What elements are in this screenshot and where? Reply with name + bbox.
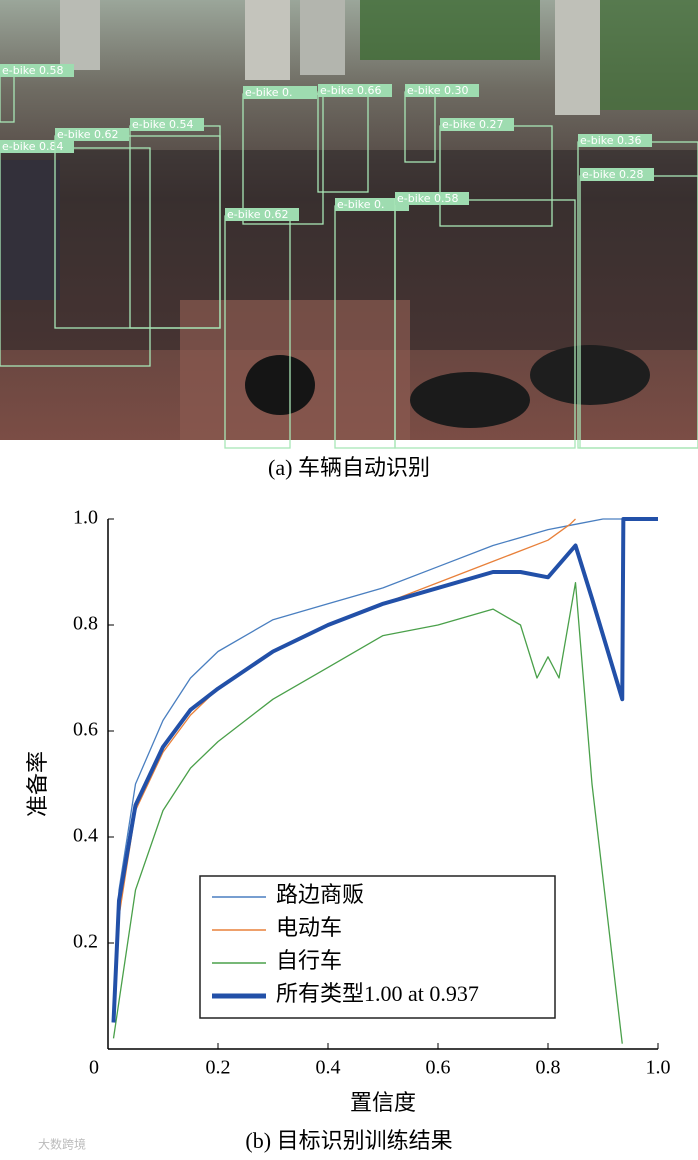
y-tick-label: 0.2 — [73, 931, 98, 953]
chart-caption: (b) 目标识别训练结果 — [245, 1128, 452, 1153]
detection-label-bg — [318, 84, 392, 97]
photo — [0, 0, 698, 440]
detection-label: e-bike 0. — [245, 86, 293, 99]
detection-box — [0, 147, 151, 367]
detection-label-bg — [225, 208, 299, 221]
y-tick-label: 0.6 — [73, 719, 98, 741]
legend-label: 电动车 — [276, 915, 342, 940]
x-tick-label: 0.4 — [316, 1057, 341, 1079]
y-tick-label: 0.4 — [73, 825, 98, 847]
series-line — [112, 518, 658, 1023]
detection-label: e-bike 0.66 — [320, 84, 382, 97]
legend-label: 所有类型1.00 at 0.937 — [276, 981, 479, 1006]
detection-label-bg — [335, 198, 409, 211]
x-tick-label: 1.0 — [646, 1057, 671, 1079]
legend-label: 自行车 — [276, 948, 342, 973]
detection-label-bg — [578, 134, 652, 147]
detection-label: e-bike 0.58 — [397, 192, 459, 205]
detection-label-bg — [0, 64, 74, 77]
watermark: 大数跨境 — [38, 1137, 86, 1152]
y-axis-label: 准备率 — [25, 751, 50, 817]
detection-label-bg — [440, 118, 514, 131]
detection-label: e-bike 0.28 — [582, 168, 644, 181]
detection-label: e-bike 0.27 — [442, 118, 504, 131]
detection-label: e-bike 0.84 — [2, 140, 64, 153]
series-line — [112, 581, 623, 1044]
legend-label: 路边商贩 — [276, 882, 364, 907]
detection-label: e-bike 0.36 — [580, 134, 642, 147]
photo-caption: (a) 车辆自动识别 — [268, 455, 430, 480]
detection-label-bg — [130, 118, 204, 131]
x-tick-label: 0.2 — [206, 1057, 231, 1079]
detection-label: e-bike 0.62 — [227, 208, 289, 221]
detection-boxes: e-bike 0.58e-bike 0.84e-bike 0.62e-bike … — [0, 64, 698, 449]
detection-label-bg — [580, 168, 654, 181]
detection-label: e-bike 0. — [337, 198, 385, 211]
chart: 0 0.2 0.4 0.6 0.8 1.0 0.2 0.4 0.6 0.8 1.0 置信度 准备率路边商… — [25, 507, 670, 1115]
detection-label-bg — [405, 84, 479, 97]
series-line — [111, 517, 658, 1023]
detection-label-bg — [55, 128, 129, 141]
detection-label-bg — [395, 192, 469, 205]
x-tick-label: 0 — [89, 1057, 99, 1079]
y-tick-label: 0.8 — [73, 613, 98, 635]
y-tick-label: 1.0 — [73, 507, 98, 529]
detection-label-bg — [243, 86, 317, 99]
detection-label: e-bike 0.54 — [132, 118, 194, 131]
detection-box — [394, 199, 576, 449]
detection-label: e-bike 0.62 — [57, 128, 119, 141]
x-axis-label: 置信度 — [350, 1090, 416, 1115]
x-tick-label: 0.6 — [426, 1057, 451, 1079]
detection-label: e-bike 0.30 — [407, 84, 469, 97]
x-tick-label: 0.8 — [536, 1057, 561, 1079]
detection-label: e-bike 0.58 — [2, 64, 64, 77]
